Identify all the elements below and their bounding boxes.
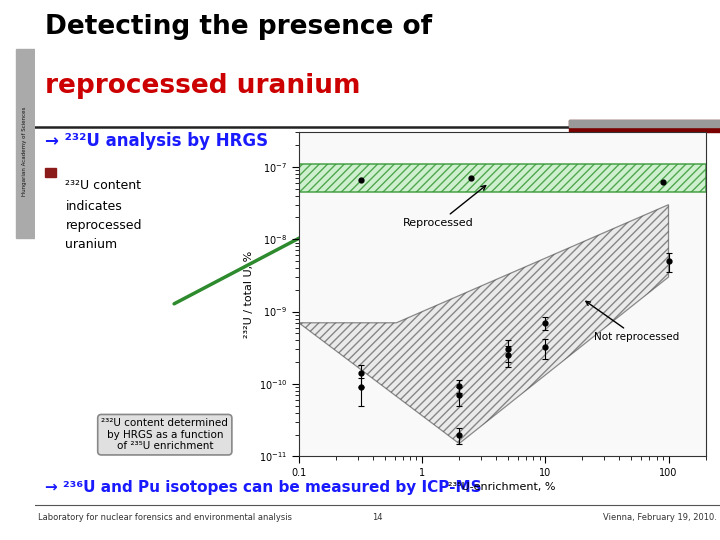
X-axis label: ²³⁵U-enrichment, %: ²³⁵U-enrichment, % bbox=[449, 482, 556, 492]
Text: Reprocessed: Reprocessed bbox=[403, 186, 486, 228]
Y-axis label: ²³²U / total U, %: ²³²U / total U, % bbox=[244, 251, 254, 338]
Polygon shape bbox=[299, 205, 668, 443]
Text: uranium: uranium bbox=[66, 238, 117, 251]
Text: ²³²U content: ²³²U content bbox=[66, 179, 141, 192]
Text: Not reprocessed: Not reprocessed bbox=[586, 301, 680, 342]
Text: Detecting the presence of: Detecting the presence of bbox=[45, 14, 432, 39]
Text: Hungarian Academy of Sciences: Hungarian Academy of Sciences bbox=[22, 106, 27, 196]
Bar bbox=[570, 120, 720, 132]
Bar bbox=[45, 168, 56, 177]
Text: → ²³⁶U and Pu isotopes can be measured by ICP-MS: → ²³⁶U and Pu isotopes can be measured b… bbox=[45, 480, 482, 495]
Text: reprocessed uranium: reprocessed uranium bbox=[45, 73, 360, 99]
Text: → ²³²U analysis by HRGS: → ²³²U analysis by HRGS bbox=[45, 132, 268, 150]
Bar bbox=[299, 164, 706, 192]
Text: Institute of Isotopes: Institute of Isotopes bbox=[3, 161, 12, 249]
Text: Laboratory for nuclear forensics and environmental analysis: Laboratory for nuclear forensics and env… bbox=[38, 513, 292, 522]
Text: indicates: indicates bbox=[66, 200, 122, 213]
Bar bbox=[570, 120, 720, 127]
Text: reprocessed: reprocessed bbox=[66, 219, 142, 232]
Text: ²³²U content determined
by HRGS as a function
of ²³⁵U enrichment: ²³²U content determined by HRGS as a fun… bbox=[102, 418, 228, 451]
Text: Vienna, February 19, 2010.: Vienna, February 19, 2010. bbox=[603, 513, 716, 522]
Bar bbox=[16, 49, 35, 238]
Text: 14: 14 bbox=[372, 513, 382, 522]
